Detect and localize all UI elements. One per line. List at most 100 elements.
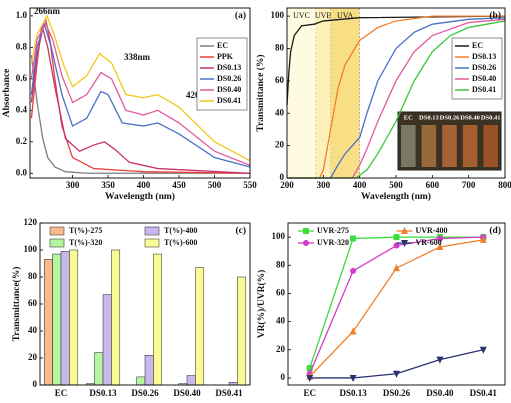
legend-swatch [144, 238, 160, 248]
marker [306, 365, 313, 372]
y-axis-label: VR(%)/UVR(%) [256, 270, 267, 339]
series-line [287, 20, 506, 179]
series-line [286, 15, 506, 106]
marker [306, 374, 314, 382]
bar [186, 375, 196, 386]
marker [350, 267, 357, 274]
x-tick-label: 200 [280, 180, 294, 190]
legend-label: DS0.41 [472, 85, 496, 94]
marker [393, 242, 400, 249]
bar [111, 249, 121, 386]
inset-sample [421, 125, 437, 167]
bar [52, 253, 62, 386]
legend-label: EC [472, 41, 483, 50]
inset-label: EC [404, 114, 413, 121]
uv-region [330, 8, 360, 178]
series-line [287, 17, 506, 179]
x-tick-label: 400 [353, 180, 367, 190]
x-tick-label: 700 [462, 180, 476, 190]
marker [303, 240, 309, 246]
x-tick-label: DS0.41 [215, 388, 243, 398]
legend-swatch [144, 226, 160, 236]
series-line [287, 18, 506, 179]
legend-label: UVR-275 [317, 226, 349, 235]
marker [303, 228, 309, 234]
y-tick-label: 0.8 [16, 41, 28, 51]
marker [401, 227, 408, 234]
inset-label: DS0.41 [481, 114, 501, 121]
legend-label: T(%)-600 [164, 238, 197, 247]
y-tick-label: 40 [28, 325, 38, 335]
y-tick-label: 60 [275, 75, 285, 85]
x-tick-label: DS0.26 [131, 388, 159, 398]
y-tick-label: 1.0 [16, 10, 28, 20]
marker [349, 327, 357, 335]
region-label: UVB [315, 11, 332, 20]
marker [436, 242, 444, 250]
inset-sample [483, 125, 498, 167]
legend-label: DS0.41 [217, 96, 241, 105]
inset-label: DS0.13 [419, 114, 439, 121]
legend-label: DS0.13 [217, 63, 241, 72]
y-tick-label: 100 [272, 231, 286, 241]
plot-frame [39, 222, 251, 386]
inset-label: DS0.26 [440, 114, 460, 121]
marker [393, 264, 400, 272]
bar [102, 294, 112, 386]
y-tick-label: 20 [276, 344, 286, 354]
y-tick-label: 100 [24, 244, 38, 254]
y-tick-label: 20 [275, 140, 285, 150]
inset-sample [442, 125, 457, 167]
y-tick-label: 60 [276, 287, 286, 297]
plot-frame [287, 222, 506, 386]
region-label: UVC [293, 11, 310, 20]
y-tick-label: 80 [276, 259, 286, 269]
bar [60, 251, 70, 386]
legend-label: DS0.40 [217, 85, 241, 94]
x-tick-label: DS0.26 [383, 388, 411, 398]
bar [144, 355, 154, 386]
x-tick-label: 350 [101, 180, 115, 190]
x-tick-label: DS0.13 [339, 388, 367, 398]
bar [237, 276, 247, 386]
legend-box [196, 37, 248, 111]
y-tick-label: 0.0 [16, 167, 28, 177]
x-tick-label: DS0.40 [426, 388, 454, 398]
legend-swatch [49, 226, 65, 236]
y-axis-label: Transmittance (%) [255, 54, 266, 131]
bar [195, 267, 205, 386]
uv-region [316, 8, 331, 178]
bar [69, 249, 79, 386]
marker [436, 356, 444, 364]
y-tick-label: 0.2 [16, 136, 28, 146]
series-line [309, 236, 484, 369]
x-tick-label: 400 [137, 180, 151, 190]
x-tick-label: 450 [172, 180, 186, 190]
y-tick-label: 40 [276, 316, 286, 326]
y-tick-label: 80 [28, 271, 38, 281]
legend-label: DS0.26 [472, 63, 496, 72]
x-tick-label: 550 [243, 180, 257, 190]
y-tick-label: 120 [24, 217, 38, 227]
panel-label: (c) [235, 225, 246, 236]
marker [479, 235, 487, 243]
y-tick-label: 20 [28, 352, 38, 362]
x-tick-label: 300 [317, 180, 331, 190]
x-axis-label: Wavelength (nm) [105, 191, 175, 202]
y-tick-label: 60 [28, 298, 38, 308]
y-tick-label: 0.6 [16, 73, 28, 83]
marker [349, 374, 357, 382]
marker [401, 240, 408, 247]
legend-label: PPK [217, 52, 234, 61]
x-tick-label: DS0.41 [470, 388, 498, 398]
y-tick-label: 40 [275, 107, 285, 117]
x-tick-label: 500 [208, 180, 222, 190]
y-tick-label: 100 [271, 10, 285, 20]
y-tick-label: 80 [275, 43, 285, 53]
series-line [309, 236, 484, 374]
legend-swatch [49, 238, 65, 248]
legend-label: VR-600 [416, 238, 442, 247]
x-tick-label: DS0.40 [173, 388, 201, 398]
legend-label: T(%)-400 [164, 226, 197, 235]
